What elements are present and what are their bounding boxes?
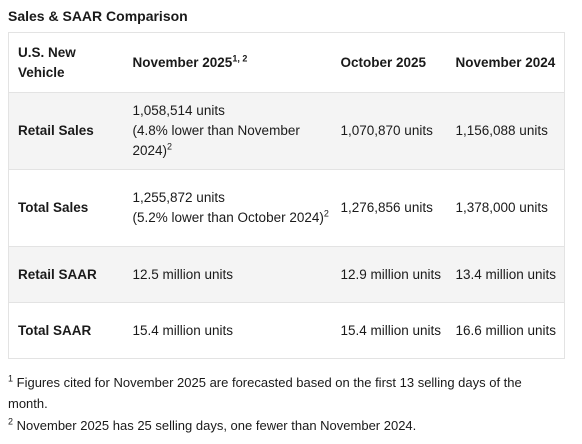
row-label: Retail Sales	[18, 123, 94, 138]
row-label: Retail SAAR	[18, 266, 97, 282]
header-november-2025: November 20251, 2	[132, 53, 248, 70]
row-label: Total SAAR	[18, 322, 92, 338]
header-november-2024: November 2024	[455, 54, 556, 70]
footnote-ref: 2	[323, 208, 329, 219]
table-row-retail-sales: Retail Sales 1,058,514 units (4.8% lower…	[8, 92, 565, 170]
table-row-retail-saar: Retail SAAR 12.5 million units 12.9 mill…	[8, 246, 565, 303]
sales-saar-table: U.S. New Vehicle November 20251, 2 Octob…	[8, 32, 565, 359]
table-row-total-saar: Total SAAR 15.4 million units 15.4 milli…	[8, 302, 565, 359]
cell-november-2024: 1,378,000 units	[455, 200, 548, 215]
cell-november-2024: 13.4 million units	[455, 266, 557, 282]
footnote-marker: 2	[8, 416, 14, 427]
page-title: Sales & SAAR Comparison	[8, 8, 188, 24]
cell-november-2025: 15.4 million units	[132, 322, 234, 338]
cell-october-2025: 15.4 million units	[340, 322, 442, 338]
cell-november-2024: 1,156,088 units	[455, 123, 548, 138]
footnote-marker: 1	[8, 373, 14, 384]
cell-november-2025: 12.5 million units	[132, 266, 234, 282]
cell-october-2025: 12.9 million units	[340, 266, 442, 282]
footnote-ref: 2	[167, 141, 173, 152]
table-row-total-sales: Total Sales 1,255,872 units (5.2% lower …	[8, 169, 565, 247]
cell-november-2025: 1,255,872 units (5.2% lower than October…	[132, 190, 329, 225]
footnotes: 1 Figures cited for November 2025 are fo…	[8, 372, 564, 437]
header-october-2025: October 2025	[340, 54, 427, 70]
cell-november-2025: 1,058,514 units (4.8% lower than Novembe…	[132, 103, 300, 158]
footnote-ref: 1, 2	[232, 53, 248, 63]
cell-october-2025: 1,276,856 units	[340, 200, 433, 215]
cell-november-2024: 16.6 million units	[455, 322, 557, 338]
footnote-2: 2 November 2025 has 25 selling days, one…	[8, 416, 417, 433]
row-label: Total Sales	[18, 200, 89, 215]
header-vehicle: U.S. New Vehicle	[18, 44, 76, 80]
table-header-row: U.S. New Vehicle November 20251, 2 Octob…	[9, 33, 565, 93]
footnote-1: 1 Figures cited for November 2025 are fo…	[8, 373, 522, 411]
cell-october-2025: 1,070,870 units	[340, 123, 433, 138]
